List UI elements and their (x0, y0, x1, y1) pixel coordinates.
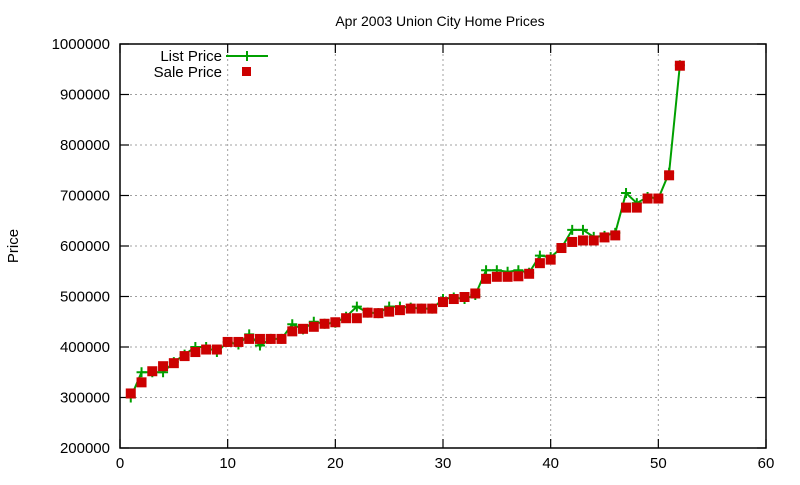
square-marker (373, 308, 384, 319)
square-marker (513, 271, 524, 282)
square-marker (233, 336, 244, 347)
square-marker (125, 388, 136, 399)
x-tick-label: 40 (542, 455, 559, 472)
square-marker (459, 292, 470, 303)
square-marker (621, 202, 632, 213)
square-marker (653, 193, 664, 204)
square-marker (642, 193, 653, 204)
plus-marker (136, 367, 147, 378)
y-tick-label: 200000 (60, 440, 110, 457)
plus-marker (351, 301, 362, 312)
square-marker (427, 303, 438, 314)
y-tick-label: 700000 (60, 188, 110, 205)
square-marker (674, 60, 685, 71)
square-marker (244, 333, 255, 344)
square-marker (179, 351, 190, 362)
square-marker (534, 258, 545, 269)
square-marker (147, 366, 158, 377)
square-marker (491, 271, 502, 282)
square-marker (265, 333, 276, 344)
square-marker (190, 347, 201, 358)
square-marker (545, 254, 556, 265)
y-tick-label: 900000 (60, 87, 110, 104)
square-marker (394, 305, 405, 316)
y-tick-label: 600000 (60, 238, 110, 255)
y-tick-label: 800000 (60, 137, 110, 154)
plot-frame (119, 43, 767, 449)
square-marker (438, 297, 448, 308)
plus-marker (481, 265, 492, 276)
square-marker (351, 313, 362, 324)
square-marker (631, 202, 642, 213)
plus-marker (621, 187, 632, 198)
y-axis-label: Price (5, 229, 22, 263)
y-tick-label: 400000 (60, 339, 110, 356)
square-marker (319, 318, 330, 329)
square-marker (201, 344, 212, 355)
plus-marker (577, 224, 588, 235)
square-marker (341, 313, 352, 324)
legend-label-sale-price: Sale Price (154, 64, 222, 81)
square-marker (158, 361, 169, 372)
plus-marker (567, 224, 578, 235)
y-axis-ticks: 200000 300000 400000 500000 600000 700000 8000… (52, 36, 766, 457)
square-marker (416, 303, 427, 314)
x-tick-label: 50 (650, 455, 667, 472)
x-tick-label: 10 (219, 455, 236, 472)
y-tick-label: 1000000 (52, 36, 110, 53)
square-marker (599, 232, 610, 243)
square-marker (588, 235, 599, 246)
square-marker (136, 377, 147, 388)
square-marker (254, 333, 265, 344)
x-tick-label: 60 (758, 455, 775, 472)
square-marker (168, 358, 179, 369)
x-tick-label: 0 (116, 455, 124, 472)
square-marker (276, 333, 287, 344)
square-marker (330, 317, 341, 328)
legend: List Price Sale Price (154, 48, 268, 81)
chart-title: Apr 2003 Union City Home Prices (335, 13, 544, 29)
square-marker (298, 323, 309, 334)
y-tick-label: 300000 (60, 390, 110, 407)
legend-label-list-price: List Price (160, 48, 222, 65)
square-marker (524, 268, 535, 279)
square-marker (362, 307, 373, 318)
square-marker (308, 321, 319, 332)
y-tick-label: 500000 (60, 289, 110, 306)
square-marker (610, 230, 621, 241)
square-marker (384, 306, 395, 317)
square-marker (664, 170, 675, 181)
square-marker (287, 326, 298, 337)
grid-lines (120, 44, 766, 448)
square-marker (577, 235, 588, 246)
x-tick-label: 30 (435, 455, 452, 472)
legend-line-plus-icon (226, 51, 268, 61)
square-marker (405, 303, 416, 314)
legend-square-icon (242, 67, 251, 76)
square-marker (470, 288, 481, 299)
square-marker (481, 273, 492, 284)
square-marker (502, 271, 513, 282)
square-marker (448, 294, 459, 305)
square-marker (222, 336, 233, 347)
square-marker (211, 344, 222, 355)
square-marker (556, 243, 567, 254)
list-price-line (129, 65, 681, 398)
x-tick-label: 20 (327, 455, 344, 472)
square-marker (567, 236, 578, 247)
sale-price-series (125, 60, 685, 399)
